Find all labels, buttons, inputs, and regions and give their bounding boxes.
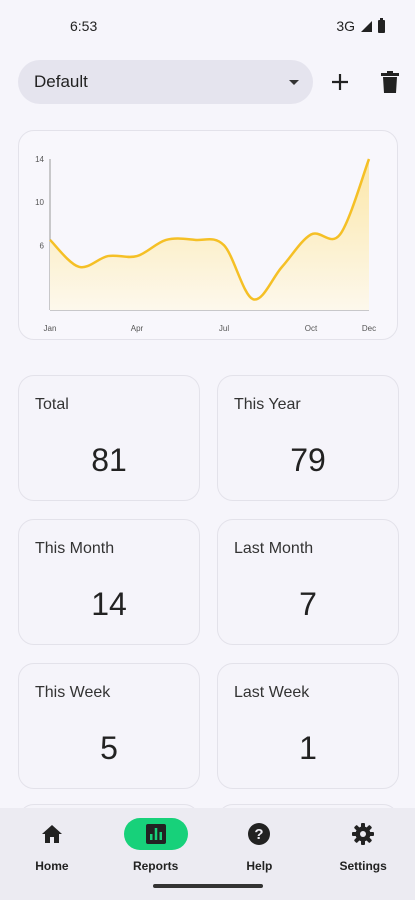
stat-label: This Week (35, 684, 111, 701)
stat-card-this-year: This Year 79 (217, 375, 399, 501)
signal-icon (361, 20, 372, 32)
stat-card-last-month: Last Month 7 (217, 519, 399, 645)
home-indicator (153, 884, 263, 888)
delete-button[interactable] (372, 64, 408, 100)
line-chart: 14 10 6 Jan Apr Jul Oct Dec (35, 155, 376, 333)
nav-pill (331, 818, 395, 850)
stat-label: This Year (234, 396, 301, 413)
nav-pill (20, 818, 84, 850)
caret-down-icon (289, 79, 299, 85)
x-tick-label: Apr (131, 324, 144, 333)
toolbar: Default (18, 60, 402, 104)
stat-value: 14 (91, 586, 127, 622)
nav-item-help[interactable]: ? Help (209, 808, 309, 900)
nav-label: Help (246, 859, 273, 873)
home-icon (41, 825, 62, 843)
help-icon: ? (248, 823, 271, 845)
network-type: 3G (336, 18, 355, 34)
stat-value: 1 (299, 730, 317, 766)
nav-item-settings[interactable]: Settings (313, 808, 413, 900)
stat-label: Last Week (234, 684, 310, 701)
nav-pill: ? (227, 818, 291, 850)
reports-icon (145, 824, 166, 844)
stat-value: 7 (299, 586, 317, 622)
stat-label: Last Month (234, 540, 314, 557)
status-time: 6:53 (70, 18, 98, 34)
stat-card-last-week: Last Week 1 (217, 663, 399, 789)
stat-value: 81 (91, 442, 127, 478)
y-tick-label: 6 (40, 241, 45, 250)
stat-card-this-month: This Month 14 (18, 519, 200, 645)
dropdown-value: Default (34, 72, 88, 91)
x-tick-label: Jul (219, 324, 229, 333)
nav-label: Home (35, 859, 69, 873)
nav-item-reports[interactable]: Reports (106, 808, 206, 900)
y-tick-label: 14 (35, 155, 44, 164)
nav-pill-active (123, 818, 188, 850)
stat-label: This Month (35, 540, 115, 557)
chart-area-fill (50, 159, 369, 310)
nav-label: Settings (339, 859, 387, 873)
x-tick-label: Jan (44, 324, 57, 333)
add-button[interactable] (322, 64, 358, 100)
y-tick-label: 10 (35, 198, 44, 207)
status-bar: 6:53 3G (0, 0, 415, 52)
trash-icon (381, 71, 399, 93)
x-tick-label: Oct (305, 324, 318, 333)
nav-label: Reports (132, 859, 179, 873)
gear-icon (352, 823, 375, 845)
stat-value: 5 (100, 730, 118, 766)
battery-icon (378, 17, 385, 33)
nav-item-home[interactable]: Home (2, 808, 102, 900)
stat-value: 79 (290, 442, 326, 478)
plus-icon (332, 74, 348, 90)
stat-card-total: Total 81 (18, 375, 200, 501)
stat-card-this-week: This Week 5 (18, 663, 200, 789)
chart-card: 14 10 6 Jan Apr Jul Oct Dec (18, 130, 398, 340)
profile-dropdown[interactable]: Default (18, 60, 313, 104)
svg-text:?: ? (255, 826, 264, 843)
chart-series-line (49, 158, 371, 301)
stat-label: Total (35, 396, 69, 413)
x-tick-label: Dec (362, 324, 376, 333)
status-icons: 3G (336, 17, 385, 34)
